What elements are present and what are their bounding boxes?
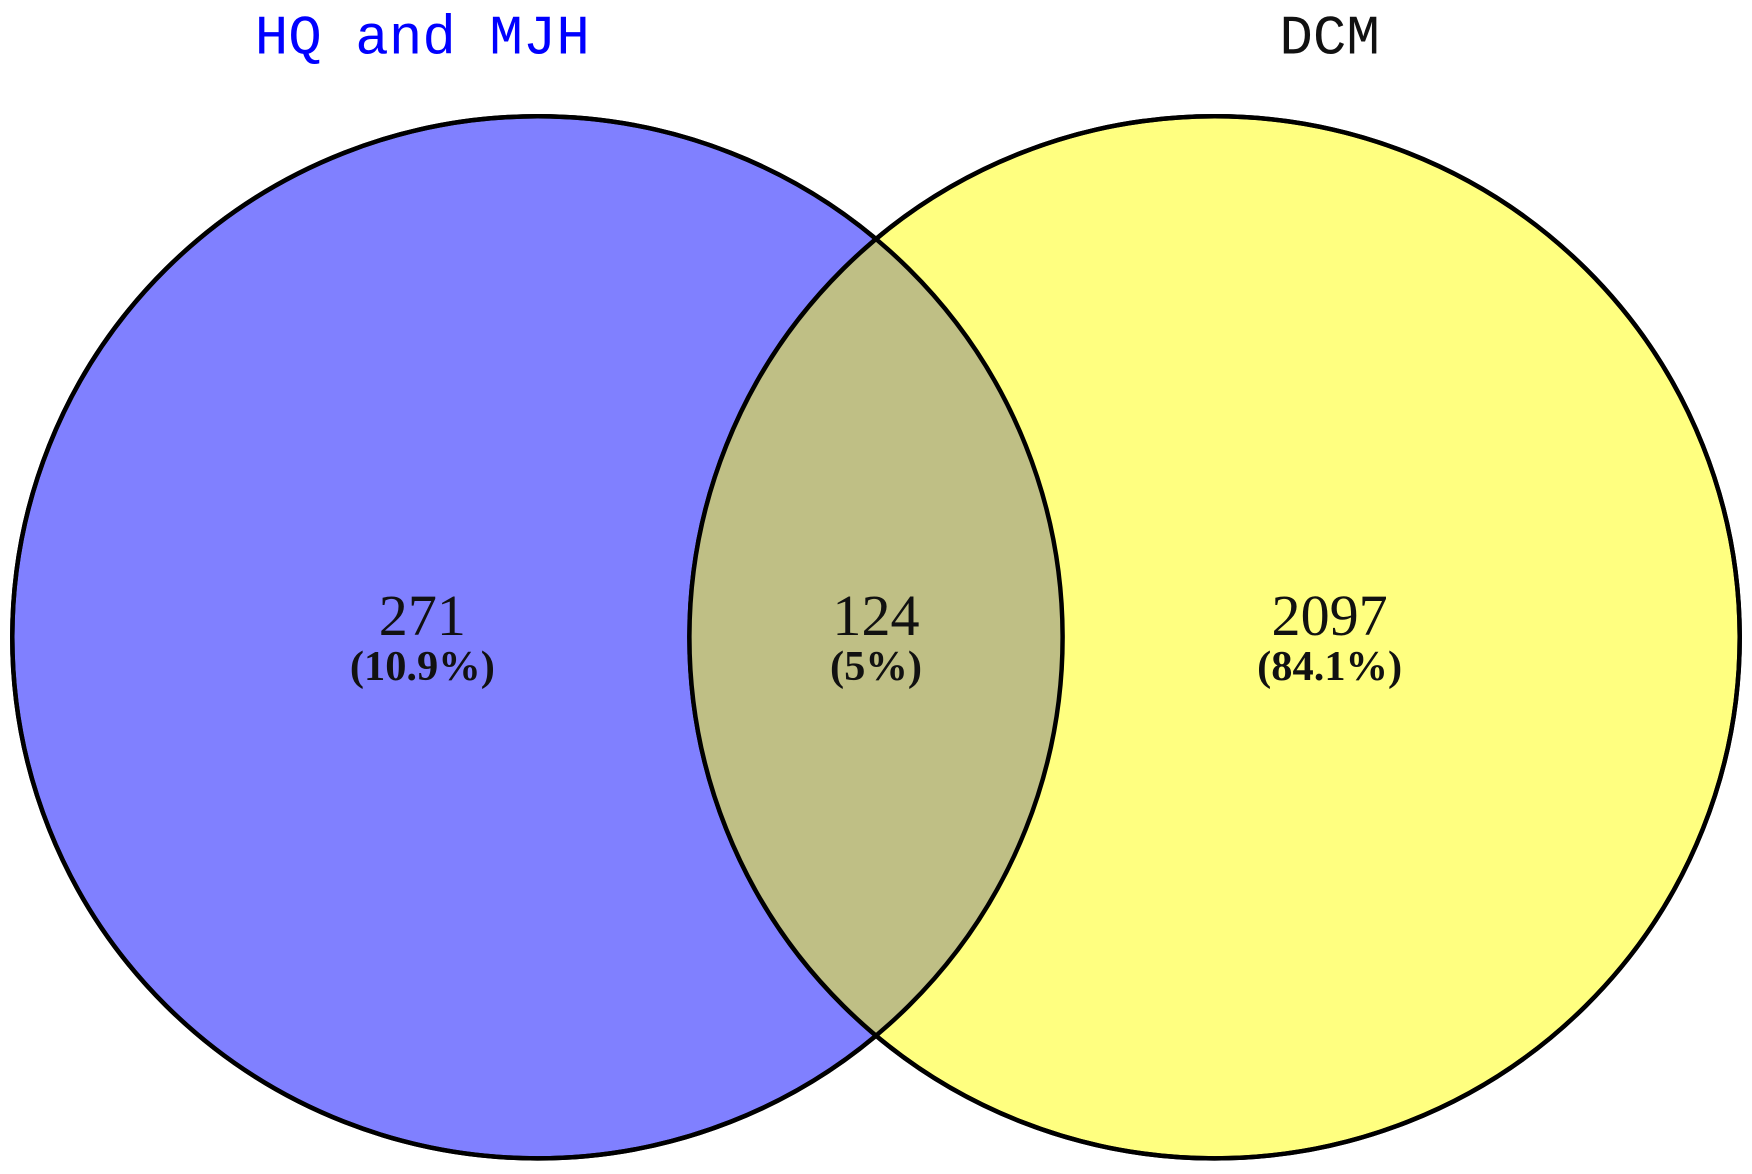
set-title-hq-mjh: HQ and MJH [255, 7, 590, 71]
right-only-count: 2097 [1272, 583, 1388, 648]
intersection-percent: (5%) [830, 643, 922, 690]
intersection-region [689, 116, 1063, 1159]
left-only-percent: (10.9%) [350, 643, 495, 690]
intersection-count: 124 [832, 583, 919, 648]
right-only-percent: (84.1%) [1257, 643, 1402, 690]
set-title-dcm: DCM [1279, 7, 1380, 71]
left-only-count: 271 [379, 583, 466, 648]
set-outline-dcm [687, 114, 1742, 1161]
set-outline-hq-mjh [10, 114, 1065, 1161]
